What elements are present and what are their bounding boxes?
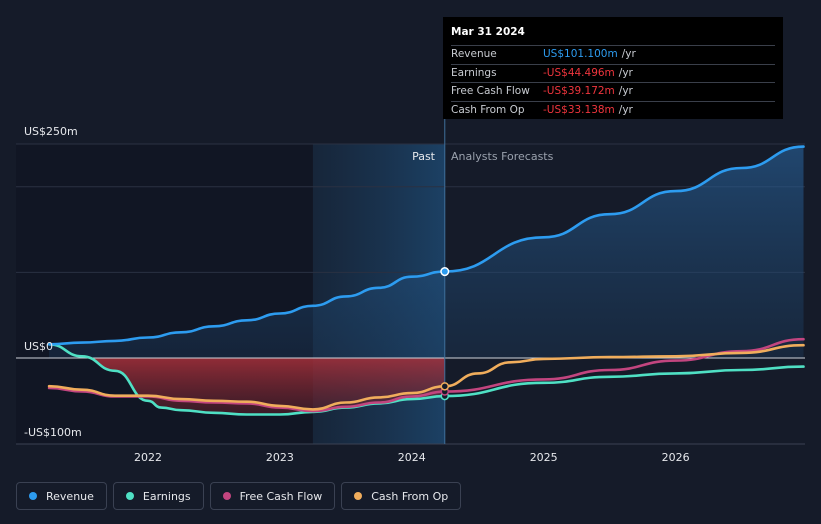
tooltip-unit: /yr [621,48,636,60]
tooltip: Mar 31 2024 Revenue US$101.100m /yr Earn… [443,17,783,119]
series-line-cash-from-op [47,343,805,411]
legend-item-revenue[interactable]: Revenue [16,482,107,510]
legend-item-cash-from-op[interactable]: Cash From Op [341,482,462,510]
marker-revenue [440,266,450,277]
legend-item-earnings[interactable]: Earnings [112,482,204,510]
marker-cash-from-op [440,382,450,391]
tooltip-row-revenue: Revenue US$101.100m /yr [451,45,775,64]
legend-label: Earnings [142,489,191,503]
tooltip-label: Cash From Op [451,103,525,116]
x-tick-label: 2022 [134,451,162,464]
tooltip-row-earnings: Earnings -US$44.496m /yr [451,63,775,83]
chart: US$250m US$0 -US$100m Past Analysts Fore… [16,17,805,464]
x-tick-label: 2025 [530,451,558,464]
y-label-zero: US$0 [24,340,53,353]
tooltip-unit: /yr [618,85,633,97]
tooltip-unit: /yr [618,66,633,79]
legend-dot-icon [29,492,37,500]
x-tick-label: 2026 [662,451,690,464]
x-tick-label: 2023 [266,451,294,464]
tooltip-unit: /yr [618,103,633,116]
tooltip-date: Mar 31 2024 [451,26,525,38]
tooltip-label: Revenue [451,48,497,60]
tooltip-label: Earnings [451,66,497,79]
legend-dot-icon [222,492,231,500]
past-label: Past [412,150,436,163]
x-tick-label: 2024 [398,451,426,464]
series-line-revenue [47,145,805,346]
legend: Revenue Earnings Free Cash Flow Cash Fro… [16,482,467,510]
y-label-bottom: -US$100m [24,426,82,439]
legend-label: Revenue [46,489,94,503]
y-label-top: US$250m [24,125,78,138]
legend-label: Cash From Op [371,489,449,503]
tooltip-label: Free Cash Flow [451,85,530,97]
tooltip-value: -US$33.138m [543,103,615,116]
legend-item-free-cash-flow[interactable]: Free Cash Flow [209,482,336,510]
legend-dot-icon [354,492,363,500]
forecast-label: Analysts Forecasts [451,150,554,163]
revenue-area [49,146,804,358]
tooltip-value: -US$44.496m [543,66,615,79]
tooltip-row-cash-from-op: Cash From Op -US$33.138m /yr [451,100,775,120]
tooltip-row-free-cash-flow: Free Cash Flow -US$39.172m /yr [451,82,775,101]
legend-label: Free Cash Flow [239,489,323,503]
tooltip-value: -US$39.172m [543,85,615,97]
tooltip-value: US$101.100m [543,48,618,60]
legend-dot-icon [125,492,134,500]
